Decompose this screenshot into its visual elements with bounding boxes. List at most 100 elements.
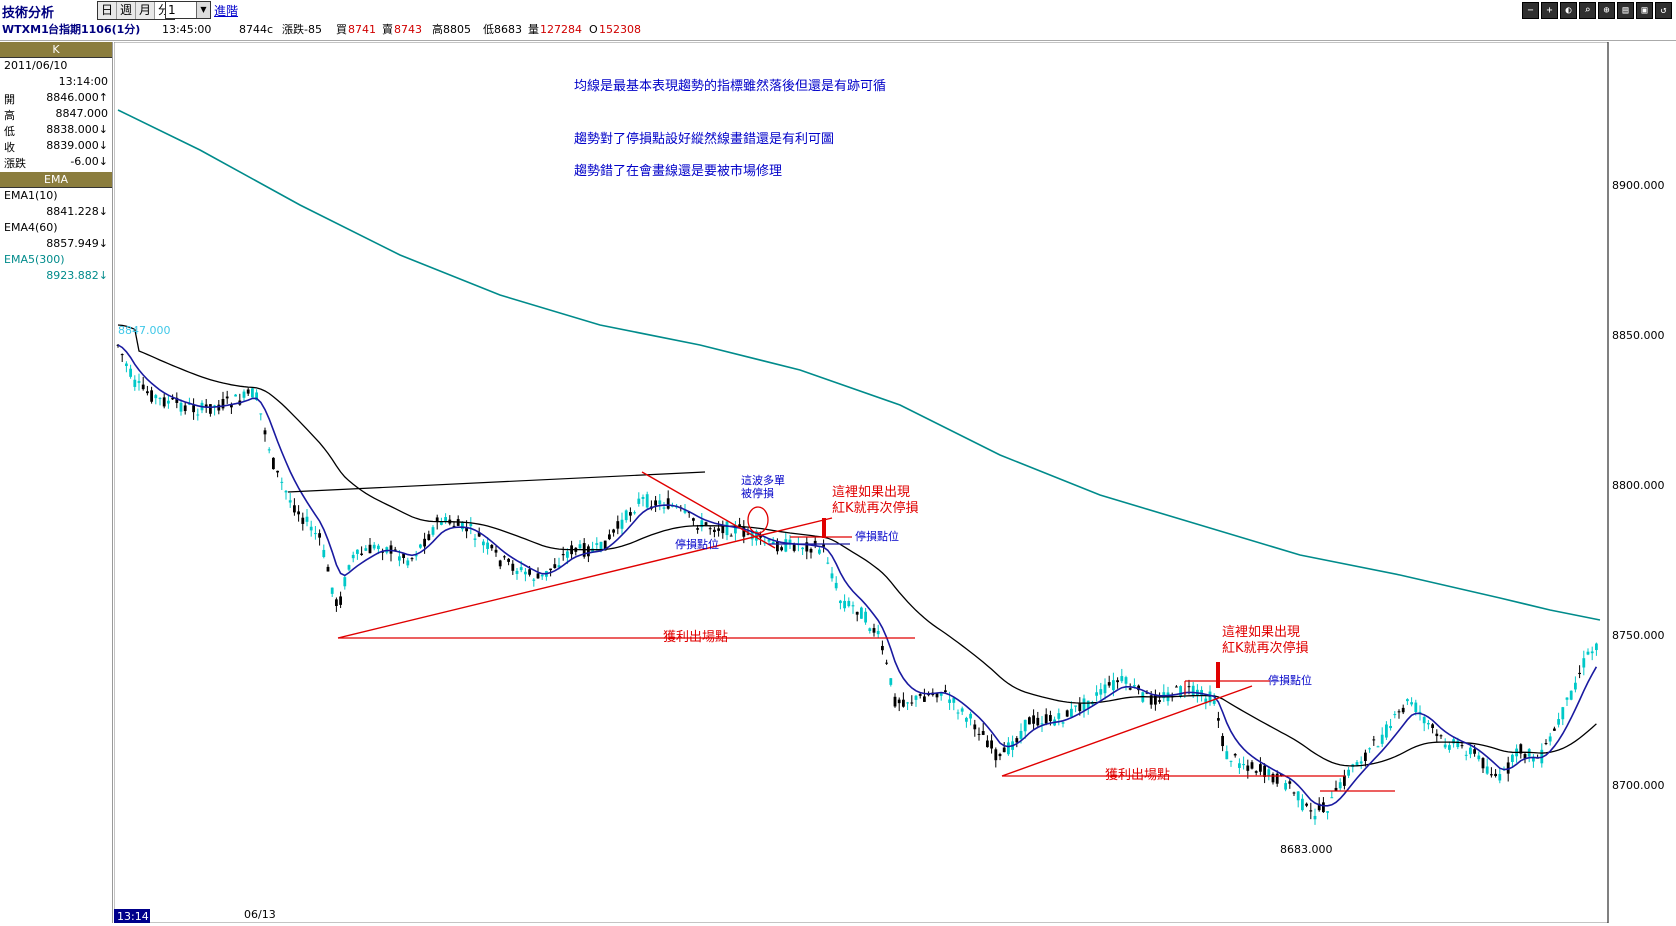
quote-last: 8744c [239,23,274,36]
candle-body [1485,766,1489,774]
candle-body [129,368,132,377]
candle-body [839,600,842,604]
candle-body [532,579,536,581]
zoom-out-icon[interactable]: − [1522,2,1539,19]
crosshair-icon[interactable]: ⊕ [1598,2,1615,19]
candle-body [1439,735,1443,737]
kline-chart[interactable]: 均線是最基本表現趨勢的指標雖然落後但還是有跡可循 趨勢對了停損點設好縱然線畫錯還… [113,41,1676,924]
refresh-icon[interactable]: ↺ [1655,2,1672,19]
candle-body [902,699,905,707]
candle-body [843,600,846,609]
candle-body [524,571,527,575]
candle-body [1519,744,1523,754]
candle-body [1204,698,1208,704]
candle-body [1179,686,1182,697]
candle-body [801,547,804,550]
candle-body [1460,745,1464,747]
candle-body [1238,763,1241,768]
tab-week[interactable]: 週 [117,2,137,19]
candle-body [242,391,246,398]
y-tick-8800: 8800.000 [1612,479,1665,492]
candle-body [1414,702,1418,713]
candle-body [956,712,960,714]
candle-body [372,544,376,549]
candle-body [360,553,363,555]
candle-body [125,363,128,367]
candle-body [1397,711,1401,713]
candle-body [389,545,393,554]
candle-body [973,724,977,730]
candle-body [230,404,233,408]
candle-body [897,699,901,704]
candle-body [1032,715,1035,724]
search-icon[interactable]: ⌕ [1579,2,1596,19]
candle-body [1015,738,1019,743]
candle-body [1242,763,1245,766]
stopped-note-1: 這波多單 [741,473,785,487]
redk-note-2b: 紅K就再次停損 [1222,640,1309,656]
tab-day[interactable]: 日 [98,2,118,19]
chevron-down-icon[interactable]: ▼ [196,2,210,18]
candle-body [528,569,531,575]
candle-body [1548,736,1552,742]
candle-body [822,544,825,547]
candle-body [515,570,519,574]
candle-body [1002,747,1006,753]
interval-select[interactable]: 1 ▼ [165,1,211,19]
candle-body [1057,713,1061,719]
candle-body [183,405,187,412]
ema-header: EMA [0,172,112,188]
stop-label-3: 停損點位 [1268,673,1312,687]
candle-body [1124,677,1128,684]
quote-bar: WTXM1 台指期1106(1分) 13:45:00 8744c 漲跌-85 買… [0,20,1676,41]
k-header: K [0,42,112,58]
candle-body [1309,810,1313,812]
red-k-marker-2 [1216,662,1220,688]
layout-icon[interactable]: ▤ [1617,2,1634,19]
candle-body [1074,705,1077,707]
change-label: 漲跌 [4,157,26,170]
ema1-label: EMA1(10) [4,189,58,202]
candle-body [322,549,326,558]
advanced-link[interactable]: 進階 [214,4,239,18]
candle-body [1448,745,1451,750]
tab-month[interactable]: 月 [136,2,156,19]
candle-body [368,544,372,554]
candle-body [1288,781,1292,784]
candle-body [494,549,498,553]
candle-body [683,509,687,513]
zoom-in-icon[interactable]: + [1541,2,1558,19]
chart-area[interactable]: 均線是最基本表現趨勢的指標雖然落後但還是有跡可循 趨勢對了停損點設好縱然線畫錯還… [113,41,1676,924]
x-tick-start: 13:14 [117,910,149,923]
candle-body [1036,717,1040,726]
candle-body [776,541,779,552]
candle-body [616,521,620,529]
candle-body [175,397,179,403]
candle-body [154,395,158,399]
candle-body [1154,694,1157,705]
candle-body [847,600,851,607]
candle-body [309,526,313,531]
candle-body [196,414,200,416]
save-icon[interactable]: ▣ [1636,2,1653,19]
candle-body [860,607,863,619]
candle-body [225,396,229,399]
indicator-icon[interactable]: ◐ [1560,2,1577,19]
candle-body [1473,749,1476,754]
uptrend-line-1 [337,517,833,639]
candle-body [377,545,380,550]
candle-body [444,517,447,522]
candle-body [1435,733,1439,737]
candle-body [923,696,926,702]
candle-body [1338,782,1342,789]
low-value: 8838.000↓ [46,123,108,136]
candle-body [440,522,443,525]
open-label: 開 [4,93,15,106]
candle-body [150,390,153,402]
candle-body [1246,765,1250,771]
candle-body [603,540,607,551]
candle-body [1347,769,1350,776]
ema5-value: 8923.882↓ [46,269,108,282]
candle-body [1284,783,1287,790]
candle-body [818,549,821,554]
